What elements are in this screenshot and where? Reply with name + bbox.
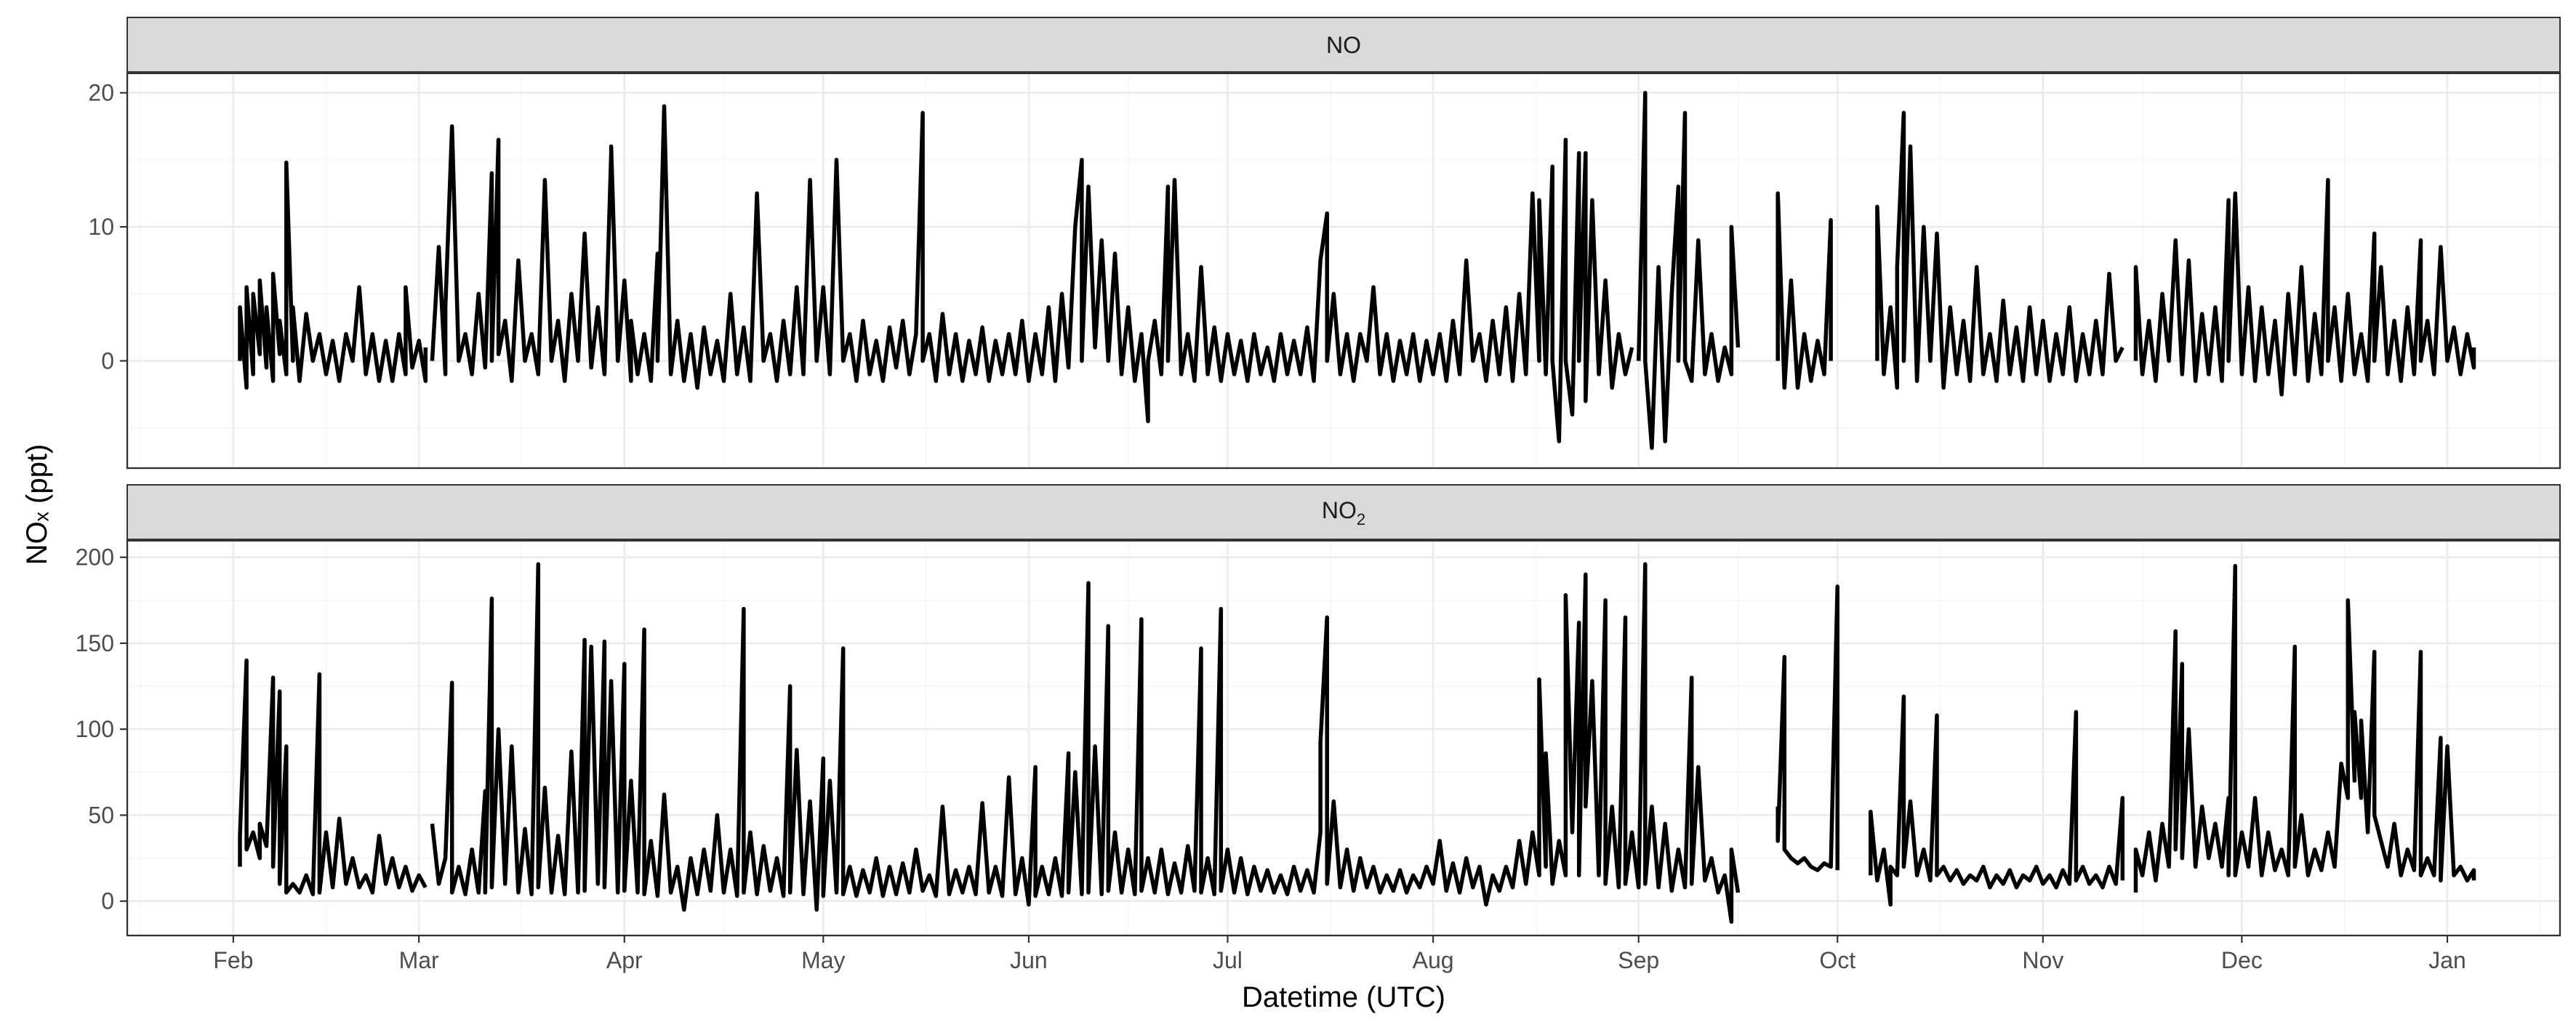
x-tick-label: Jan	[2428, 947, 2466, 973]
y-axis: 0 10 20	[88, 80, 127, 374]
series-line-segment	[1775, 191, 1833, 390]
y-tick-label: 100	[76, 716, 114, 742]
x-tick-label: May	[801, 947, 845, 973]
x-axis: Feb Mar Apr May Jun Jul Aug Sep Oct Nov Dec Jan	[213, 936, 2466, 973]
series-line-segment	[1775, 584, 1839, 872]
series-line-segment	[2133, 563, 2476, 893]
y-tick-label: 0	[101, 888, 114, 914]
y-tick-label: 20	[88, 80, 114, 106]
x-tick-label: Apr	[606, 947, 643, 973]
facet-no: NO 0 10 20	[88, 17, 2561, 470]
series-line-segment	[238, 160, 428, 390]
strip-subscript: 2	[1357, 510, 1365, 528]
strip-background	[127, 484, 2561, 541]
panel-background	[126, 71, 2561, 470]
x-tick-label: Feb	[213, 947, 253, 973]
x-tick-label: Mar	[399, 947, 439, 973]
gridlines	[127, 73, 2560, 468]
y-tick-label: 150	[76, 630, 114, 656]
series-line-segment	[2133, 177, 2476, 397]
x-tick-label: Nov	[2022, 947, 2063, 973]
x-tick-label: Oct	[1819, 947, 1855, 973]
series-lines	[238, 562, 2476, 924]
series-line-segment	[1869, 694, 2125, 907]
series-lines	[238, 90, 2476, 451]
strip-label-no2: NO2	[1322, 497, 1365, 528]
series-line-segment	[430, 562, 1741, 924]
y-tick-label: 10	[88, 214, 114, 240]
x-tick-label: Aug	[1413, 947, 1454, 973]
series-line-segment	[238, 658, 428, 896]
series-line-segment	[1875, 110, 2124, 390]
x-tick-label: Dec	[2221, 947, 2263, 973]
strip-label-no: NO	[1326, 32, 1361, 58]
y-tick-label: 200	[76, 544, 114, 571]
x-tick-label: Sep	[1618, 947, 1659, 973]
facet-no2: NO2 0 50 100 150 200	[76, 484, 2561, 937]
x-tick-label: Jul	[1213, 947, 1243, 973]
y-axis-title: NOₓ (ppt)	[21, 444, 53, 565]
y-tick-label: 50	[88, 802, 114, 828]
y-tick-label: 0	[101, 347, 114, 374]
series-line-segment	[1636, 90, 1741, 451]
series-line-segment	[430, 104, 1634, 443]
x-axis-title: Datetime (UTC)	[1242, 981, 1445, 1013]
y-axis: 0 50 100 150 200	[76, 544, 127, 914]
x-tick-label: Jun	[1010, 947, 1048, 973]
